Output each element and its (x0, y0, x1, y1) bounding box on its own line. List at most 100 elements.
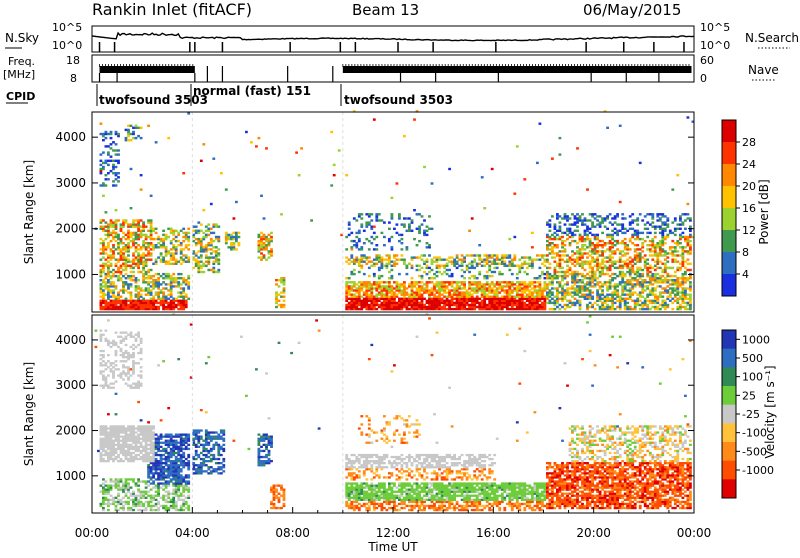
heatmap-cell (391, 277, 394, 279)
heatmap-cell (105, 308, 108, 310)
heatmap-cell (661, 228, 664, 230)
heatmap-cell (428, 228, 431, 230)
heatmap-cell (636, 269, 639, 271)
heatmap-cell (654, 265, 657, 267)
heatmap-cell (496, 267, 499, 269)
heatmap-cell (483, 275, 486, 277)
heatmap-cell (125, 238, 128, 240)
heatmap-cell (431, 298, 434, 300)
heatmap-cell (117, 336, 120, 338)
heatmap-cell (197, 238, 200, 240)
heatmap-cell (130, 275, 133, 277)
heatmap-cell (120, 460, 123, 462)
heatmap-cell (488, 308, 491, 310)
heatmap-cell (486, 283, 489, 285)
heatmap-cell (275, 298, 278, 300)
heatmap-cell (606, 267, 609, 269)
heatmap-cell (107, 509, 110, 511)
heatmap-cell (631, 277, 634, 279)
heatmap-cell (682, 221, 685, 223)
heatmap-cell (391, 302, 394, 304)
heatmap-cell (115, 364, 118, 366)
heatmap-cell (177, 240, 180, 242)
heatmap-cell (601, 250, 604, 252)
heatmap-cell (102, 493, 105, 495)
heatmap-cell (584, 232, 587, 234)
heatmap-cell (112, 304, 115, 306)
heatmap-cell (661, 215, 664, 217)
heatmap-cell (391, 304, 394, 306)
heatmap-cell (426, 246, 429, 248)
heatmap-cell (112, 429, 115, 431)
heatmap-cell (137, 127, 140, 129)
heatmap-cell (100, 302, 103, 304)
heatmap-cell (140, 174, 143, 176)
heatmap-cell (105, 234, 108, 236)
heatmap-cell (536, 294, 539, 296)
heatmap-cell (217, 236, 220, 238)
heatmap-cell (513, 254, 516, 256)
heatmap-cell (641, 273, 644, 275)
heatmap-cell (197, 263, 200, 265)
heatmap-cell (333, 174, 336, 176)
heatmap-cell (137, 294, 140, 296)
heatmap-cell (586, 238, 589, 240)
heatmap-cell (609, 294, 612, 296)
heatmap-cell (491, 308, 494, 310)
heatmap-cell (112, 238, 115, 240)
heatmap-cell (187, 283, 190, 285)
heatmap-cell (140, 452, 143, 454)
heatmap-cell (531, 246, 534, 248)
heatmap-cell (212, 158, 215, 160)
heatmap-cell (589, 254, 592, 256)
heatmap-cell (403, 298, 406, 300)
heatmap-cell (130, 223, 133, 225)
heatmap-cell (511, 263, 514, 265)
heatmap-cell (443, 283, 446, 285)
heatmap-cell (483, 259, 486, 261)
heatmap-cell (556, 263, 559, 265)
heatmap-cell (448, 304, 451, 306)
heatmap-cell (604, 250, 607, 252)
heatmap-cell (576, 281, 579, 283)
heatmap-cell (375, 298, 378, 300)
heatmap-cell (368, 275, 371, 277)
heatmap-cell (393, 291, 396, 293)
heatmap-cell (629, 238, 632, 240)
heatmap-cell (636, 238, 639, 240)
heatmap-cell (147, 287, 150, 289)
heatmap-cell (283, 304, 286, 306)
heatmap-cell (375, 256, 378, 258)
heatmap-cell (619, 296, 622, 298)
heatmap-cell (456, 294, 459, 296)
heatmap-cell (135, 482, 138, 484)
heatmap-cell (689, 298, 692, 300)
heatmap-cell (112, 281, 115, 283)
heatmap-cell (127, 352, 130, 354)
heatmap-cell (589, 302, 592, 304)
heatmap-cell (396, 263, 399, 265)
heatmap-cell (521, 294, 524, 296)
heatmap-cell (463, 304, 466, 306)
heatmap-cell (651, 300, 654, 302)
heatmap-cell (100, 454, 103, 456)
heatmap-cell (684, 277, 687, 279)
heatmap-cell (596, 215, 599, 217)
heatmap-cell (122, 232, 125, 234)
heatmap-cell (140, 294, 143, 296)
heatmap-cell (107, 302, 110, 304)
heatmap-cell (596, 238, 599, 240)
heatmap-cell (559, 221, 562, 223)
heatmap-cell (611, 256, 614, 258)
heatmap-cell (177, 300, 180, 302)
heatmap-cell (117, 308, 120, 310)
heatmap-cell (556, 306, 559, 308)
heatmap-cell (180, 259, 183, 261)
heatmap-cell (258, 240, 261, 242)
heatmap-cell (137, 401, 140, 403)
colorbar-tick-label: 24 (742, 158, 756, 171)
heatmap-cell (453, 304, 456, 306)
heatmap-cell (551, 215, 554, 217)
heatmap-cell (503, 256, 506, 258)
heatmap-cell (599, 294, 602, 296)
